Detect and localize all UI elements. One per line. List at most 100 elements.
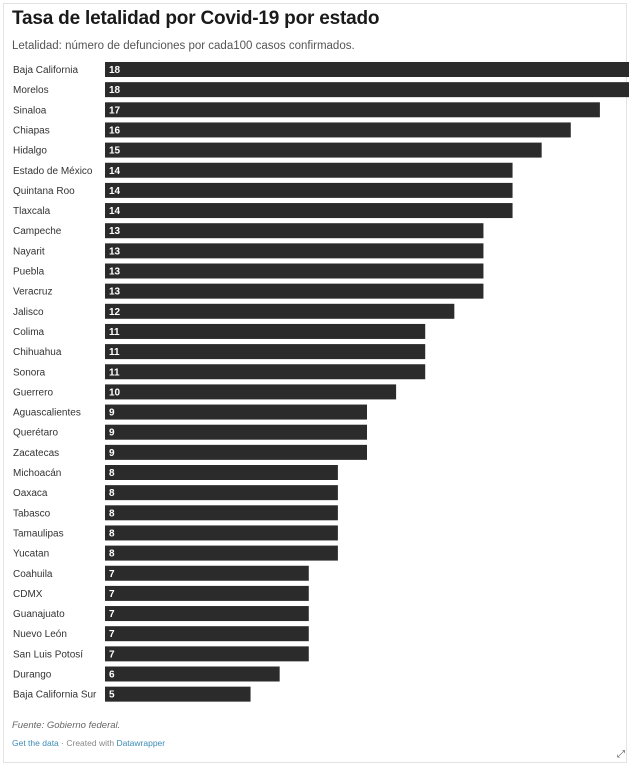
bar[interactable] <box>105 545 338 561</box>
source-note: Fuente: Gobierno federal. <box>12 720 121 731</box>
category-label: Colima <box>13 327 45 338</box>
category-label: Zacatecas <box>13 448 59 459</box>
bar[interactable] <box>105 203 513 219</box>
bar[interactable] <box>105 243 484 259</box>
value-label: 5 <box>109 690 115 701</box>
value-label: 8 <box>109 549 115 560</box>
bar[interactable] <box>105 646 309 662</box>
value-label: 7 <box>109 589 115 600</box>
value-label: 11 <box>109 367 120 378</box>
credits-line: Get the data · Created with Datawrapper <box>12 738 165 748</box>
bar[interactable] <box>105 303 455 319</box>
datawrapper-link[interactable]: Datawrapper <box>116 738 166 748</box>
bar[interactable] <box>105 444 367 460</box>
bar[interactable] <box>105 485 338 501</box>
category-label: Tabasco <box>13 508 51 519</box>
bar[interactable] <box>105 283 484 299</box>
bar[interactable] <box>105 263 484 279</box>
value-label: 18 <box>109 65 121 76</box>
bar[interactable] <box>105 62 629 77</box>
value-label: 7 <box>109 629 115 640</box>
bar[interactable] <box>105 585 309 601</box>
category-label: Tlaxcala <box>13 206 51 217</box>
value-label: 7 <box>109 569 115 580</box>
value-label: 9 <box>109 428 115 439</box>
chart-subtitle: Letalidad: número de defunciones por cad… <box>12 40 355 52</box>
bar[interactable] <box>105 525 338 541</box>
category-label: Oaxaca <box>13 488 48 499</box>
category-label: Michoacán <box>13 468 61 479</box>
bar[interactable] <box>105 424 367 440</box>
value-label: 8 <box>109 528 115 539</box>
category-label: Puebla <box>13 267 45 278</box>
value-label: 13 <box>109 267 121 278</box>
category-label: CDMX <box>13 589 43 600</box>
bar[interactable] <box>105 223 484 239</box>
chart-frame <box>3 3 627 763</box>
category-label: Quintana Roo <box>13 186 75 197</box>
category-label: Morelos <box>13 85 49 96</box>
bar[interactable] <box>105 505 338 521</box>
bar[interactable] <box>105 344 426 360</box>
category-label: Yucatan <box>13 549 49 560</box>
bar[interactable] <box>105 142 542 158</box>
value-label: 9 <box>109 408 115 419</box>
bar[interactable] <box>105 384 397 400</box>
value-label: 8 <box>109 468 115 479</box>
bar[interactable] <box>105 162 513 178</box>
value-label: 8 <box>109 488 115 499</box>
bar[interactable] <box>105 626 309 642</box>
category-label: Veracruz <box>13 287 52 298</box>
chart-title: Tasa de letalidad por Covid-19 por estad… <box>12 8 380 29</box>
value-label: 11 <box>109 347 120 358</box>
category-label: Sinaloa <box>13 105 47 116</box>
category-label: Guerrero <box>13 387 53 398</box>
value-label: 16 <box>109 125 121 136</box>
resize-handle-icon[interactable]: ⤢ <box>617 749 625 760</box>
bar[interactable] <box>105 323 426 339</box>
category-label: Estado de México <box>13 166 93 177</box>
category-label: Nuevo León <box>13 629 67 640</box>
value-label: 8 <box>109 508 115 519</box>
value-label: 13 <box>109 226 121 237</box>
category-label: Sonora <box>13 367 46 378</box>
value-label: 15 <box>109 146 121 157</box>
bar[interactable] <box>105 606 309 622</box>
category-label: Querétaro <box>13 428 58 439</box>
category-label: Jalisco <box>13 307 44 318</box>
bar[interactable] <box>105 364 426 380</box>
value-label: 14 <box>109 206 121 217</box>
bar[interactable] <box>105 565 309 581</box>
category-label: Nayarit <box>13 246 45 257</box>
bar[interactable] <box>105 686 251 702</box>
bar[interactable] <box>105 404 367 420</box>
get-the-data-link[interactable]: Get the data <box>12 738 59 748</box>
value-label: 7 <box>109 649 115 660</box>
value-label: 14 <box>109 166 121 177</box>
value-label: 11 <box>109 327 120 338</box>
value-label: 10 <box>109 387 121 398</box>
value-label: 14 <box>109 186 121 197</box>
bar[interactable] <box>105 666 280 682</box>
value-label: 13 <box>109 287 121 298</box>
value-label: 17 <box>109 105 121 116</box>
value-label: 13 <box>109 246 121 257</box>
value-label: 6 <box>109 670 115 681</box>
value-label: 9 <box>109 448 115 459</box>
bar[interactable] <box>105 82 629 98</box>
bar[interactable] <box>105 122 571 138</box>
category-label: Coahuila <box>13 569 53 580</box>
bar-chart: Baja California 18 Morelos 18 Sinaloa 17 Chiap… <box>13 62 629 702</box>
category-label: Durango <box>13 670 52 681</box>
bar[interactable] <box>105 182 513 198</box>
category-label: Baja California Sur <box>13 690 97 701</box>
bar[interactable] <box>105 102 600 118</box>
value-label: 12 <box>109 307 121 318</box>
category-label: Chiapas <box>13 125 50 136</box>
bar[interactable] <box>105 465 338 480</box>
value-label: 7 <box>109 609 115 620</box>
category-label: Tamaulipas <box>13 528 64 539</box>
category-label: Aguascalientes <box>13 408 81 419</box>
category-label: Baja California <box>13 65 78 76</box>
category-label: Campeche <box>13 226 62 237</box>
